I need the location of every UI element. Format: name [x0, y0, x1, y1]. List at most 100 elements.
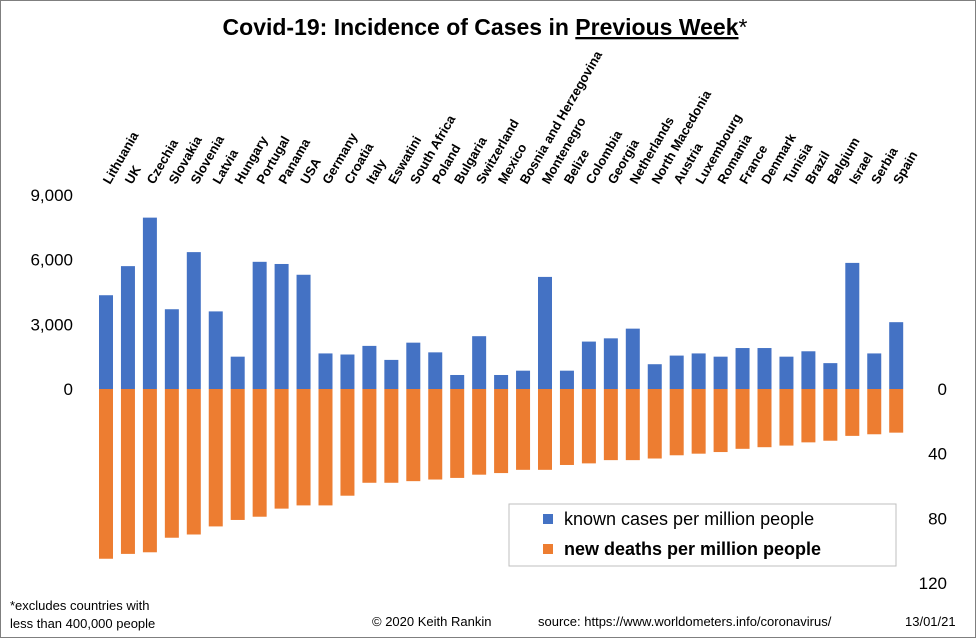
deaths-bar-colombia — [581, 389, 596, 464]
right-tick-label: 120 — [919, 574, 947, 593]
cases-bar-mexico — [494, 374, 509, 389]
legend-swatch-cases — [543, 514, 553, 524]
cases-bar-tunisia — [779, 356, 794, 389]
cases-bar-netherlands — [625, 328, 640, 389]
cases-bar-bulgaria — [450, 374, 465, 389]
cases-bar-denmark — [757, 348, 772, 389]
right-axis-ticks: 0 40 80 120 — [919, 380, 947, 593]
cases-bar-belize — [559, 370, 574, 389]
deaths-bar-france — [735, 389, 750, 449]
cases-bar-serbia — [867, 353, 882, 389]
deaths-bar-italy — [362, 389, 377, 483]
deaths-bar-serbia — [867, 389, 882, 435]
deaths-bar-eswatini — [384, 389, 399, 483]
cases-bar-croatia — [340, 354, 355, 389]
deaths-bar-panama — [274, 389, 289, 509]
deaths-bar-spain — [889, 389, 904, 433]
cases-bar-germany — [318, 353, 333, 389]
legend-box — [508, 503, 897, 567]
legend-swatch-deaths — [543, 544, 553, 554]
cases-bar-romania — [713, 356, 728, 389]
cases-bar-belgium — [823, 363, 838, 389]
deaths-bar-croatia — [340, 389, 355, 496]
deaths-bar-slovenia — [186, 389, 201, 535]
cases-bar-panama — [274, 263, 289, 389]
left-tick-label: 3,000 — [30, 315, 73, 334]
cases-bars — [99, 217, 904, 389]
deaths-bar-georgia — [603, 389, 618, 461]
right-tick-label: 0 — [938, 380, 947, 399]
chart-title-part3: * — [739, 14, 748, 40]
cases-bar-france — [735, 348, 750, 389]
chart-title: Covid-19: Incidence of Cases in Previous… — [223, 14, 748, 40]
chart-title-part1: Covid-19: Incidence of Cases in — [223, 14, 576, 40]
deaths-bar-tunisia — [779, 389, 794, 446]
deaths-bar-israel — [845, 389, 860, 436]
cases-bar-montenegro — [538, 276, 552, 389]
cases-bar-south-africa — [406, 342, 421, 389]
cases-bar-portugal — [252, 261, 267, 389]
cases-bar-slovakia — [164, 309, 179, 389]
deaths-bar-bosnia-and-herzegovina — [516, 389, 531, 470]
left-tick-label: 6,000 — [30, 251, 73, 270]
right-tick-label: 80 — [928, 509, 947, 528]
cases-bar-spain — [889, 322, 904, 389]
cases-bar-czechia — [142, 217, 157, 389]
left-axis-ticks: 9,000 6,000 3,000 0 — [30, 186, 73, 399]
deaths-bar-north-macedonia — [647, 389, 662, 459]
deaths-bar-latvia — [208, 389, 223, 527]
cases-bar-uk — [120, 266, 135, 389]
cases-bar-hungary — [230, 356, 245, 389]
deaths-bar-netherlands — [625, 389, 640, 461]
deaths-bar-south-africa — [406, 389, 421, 482]
cases-bar-latvia — [208, 311, 223, 389]
right-tick-label: 40 — [928, 445, 947, 464]
deaths-bar-poland — [428, 389, 443, 480]
cases-bar-israel — [845, 262, 860, 389]
deaths-bar-luxembourg — [691, 389, 706, 454]
deaths-bar-germany — [318, 389, 333, 506]
deaths-bar-montenegro — [538, 389, 552, 470]
deaths-bar-denmark — [757, 389, 772, 448]
category-label-uk: UK — [122, 162, 145, 186]
deaths-bar-mexico — [494, 389, 509, 474]
deaths-bar-austria — [669, 389, 684, 456]
cases-bar-eswatini — [384, 359, 399, 389]
deaths-bar-slovakia — [164, 389, 179, 538]
footnote-line1: *excludes countries with — [10, 598, 149, 613]
deaths-bars — [99, 389, 904, 559]
deaths-bar-lithuania — [99, 389, 113, 559]
left-tick-label: 9,000 — [30, 186, 73, 205]
left-tick-label: 0 — [64, 380, 73, 399]
cases-bar-brazil — [801, 351, 816, 389]
deaths-bar-portugal — [252, 389, 267, 517]
deaths-bar-romania — [713, 389, 728, 453]
cases-bar-georgia — [603, 338, 618, 389]
footnote-line2: less than 400,000 people — [10, 616, 155, 631]
cases-bar-lithuania — [99, 295, 113, 389]
source-text: source: https://www.worldometers.info/co… — [538, 614, 832, 629]
deaths-bar-uk — [120, 389, 135, 554]
date-text: 13/01/21 — [905, 614, 956, 629]
copyright-text: © 2020 Keith Rankin — [372, 614, 491, 629]
deaths-bar-belgium — [823, 389, 838, 441]
cases-bar-luxembourg — [691, 353, 706, 389]
chart-title-part2: Previous Week — [575, 14, 738, 40]
cases-bar-bosnia-and-herzegovina — [516, 370, 531, 389]
deaths-bar-belize — [559, 389, 574, 465]
cases-bar-switzerland — [472, 336, 487, 389]
legend-label-cases: known cases per million people — [564, 509, 814, 529]
cases-bar-slovenia — [186, 252, 201, 389]
deaths-bar-bulgaria — [450, 389, 465, 478]
cases-bar-north-macedonia — [647, 364, 662, 389]
cases-bar-poland — [428, 352, 443, 389]
deaths-bar-hungary — [230, 389, 245, 520]
legend: known cases per million people new death… — [508, 503, 897, 567]
deaths-bar-switzerland — [472, 389, 487, 475]
cases-bar-usa — [296, 274, 311, 389]
cases-bar-austria — [669, 355, 684, 389]
cases-bar-italy — [362, 345, 377, 389]
